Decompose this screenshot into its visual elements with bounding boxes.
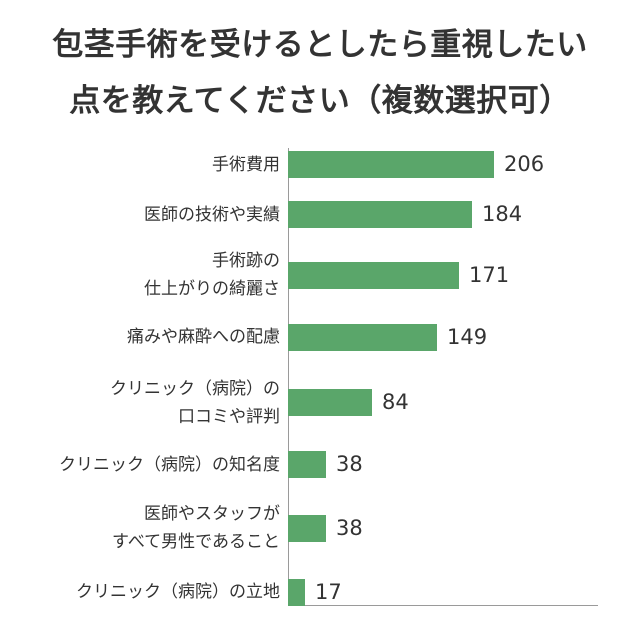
bar [288,261,459,289]
category-label: クリニック（病院）の知名度 [59,454,280,475]
category-label: クリニック（病院）の 口コミや評判 [110,378,280,427]
bar [288,451,326,478]
data-label: 38 [336,452,363,476]
chart-title: 包茎手術を受けるとしたら重視したい 点を教えてください（複数選択可） [52,27,588,119]
category-label: 医師の技術や実績 [144,204,280,225]
category-label: クリニック（病院）の立地 [76,582,280,602]
bar [288,514,326,542]
data-label: 84 [382,390,409,414]
data-label: 149 [447,324,488,349]
data-label: 38 [336,515,363,540]
bar [288,201,472,228]
data-label: 206 [504,152,545,176]
category-label: 痛みや麻酔への配慮 [127,327,280,347]
bar [288,323,437,351]
bar [288,578,305,606]
bar [288,389,372,416]
data-label: 17 [315,579,342,604]
category-label: 医師やスタッフが すべて男性であること [112,504,280,552]
data-label: 171 [469,262,510,287]
x-axis-line [288,605,598,606]
data-label: 184 [482,202,523,226]
y-axis-line [288,148,289,606]
category-label: 手術跡の 仕上がりの綺麗さ [144,251,280,299]
bar [288,151,494,178]
category-label: 手術費用 [212,154,280,175]
